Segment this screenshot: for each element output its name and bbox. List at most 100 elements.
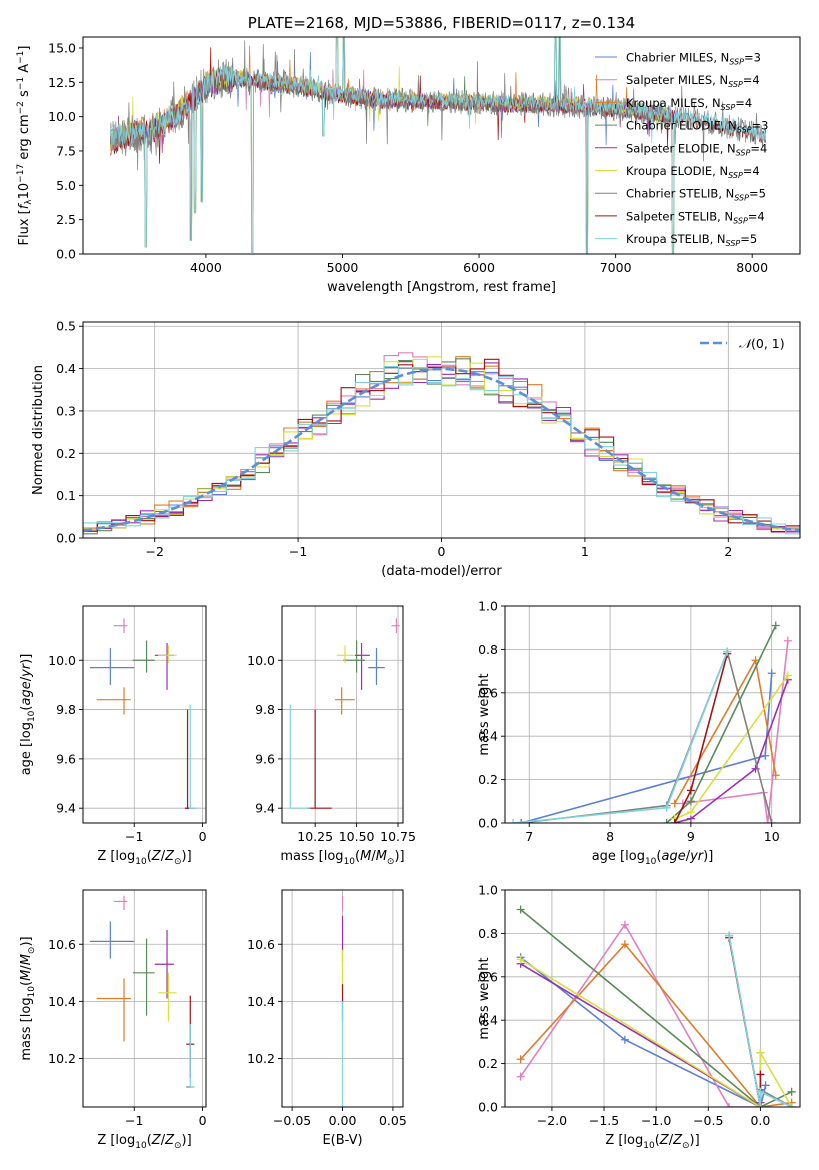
residuals-xtick-label: 1: [581, 544, 589, 559]
mass_vs_Z-point-chabrier_elodie: [132, 938, 155, 1016]
series-marker: [767, 669, 776, 678]
series-marker: [787, 1103, 796, 1107]
spectrum-ytick-label: 10.0: [48, 109, 76, 124]
residuals-xtick-label: −2: [145, 544, 163, 559]
age_vs_Z-ytick-label: 9.6: [56, 751, 76, 766]
legend-label-kroupa_miles: Kroupa MILES, NSSP=4: [626, 96, 752, 112]
residuals-xlabel: (data-model)/error: [381, 564, 502, 579]
series-marker: [620, 940, 629, 949]
series-marker: [756, 1070, 765, 1079]
mass_vs_Z-ylabel: mass [log10(M/M⊙)]: [19, 936, 37, 1060]
spectrum-ytick-label: 15.0: [48, 40, 76, 55]
residuals-ytick-label: 0.3: [56, 403, 76, 418]
residuals-ytick-label: 0.0: [56, 531, 76, 546]
age_vs_mass-xtick-label: 10.50: [339, 829, 375, 844]
series-marker: [686, 786, 695, 795]
mass_vs_Z-point-kroupa_stelib: [189, 1024, 195, 1088]
series-marker: [662, 803, 671, 812]
age_vs_mass-ytick-label: 9.4: [255, 801, 275, 816]
legend-label-salpeter_stelib: Salpeter STELIB, NSSP=4: [626, 209, 765, 225]
residuals-xtick-label: −1: [289, 544, 307, 559]
mass_vs_ebv-xlabel: E(B-V): [322, 1133, 362, 1148]
mass_vs_Z-xtick-label: −1: [125, 1113, 143, 1128]
massweight_vs_age-xtick-label: 9: [687, 829, 695, 844]
massweight_vs_Z-frame: [504, 889, 801, 1108]
legend-label-chabrier_elodie: Chabrier ELODIE, NSSP=3: [626, 119, 768, 135]
spectrum-xtick-label: 5000: [327, 260, 359, 275]
spectrum-frame: [82, 36, 801, 255]
massweight_vs_Z-series-kroupa_stelib: [725, 931, 796, 1107]
age_vs_mass-xlabel: mass [log10(M/M⊙)]: [280, 849, 404, 867]
massweight_vs_age-ytick-label: 0.8: [478, 642, 498, 657]
series-marker: [516, 1055, 525, 1064]
massweight_vs_Z-xtick-label: 0.0: [750, 1113, 770, 1128]
series-marker: [725, 1103, 734, 1107]
massweight_vs_age-series-salpeter_miles: [678, 636, 792, 823]
series-line: [520, 943, 792, 1107]
series-marker: [756, 1087, 765, 1096]
massweight_vs_Z-xtick-label: −1.5: [589, 1113, 619, 1128]
massweight_vs_Z-xlabel: Z [log10(Z/Z⊙)]: [605, 1133, 699, 1151]
massweight_vs_age-ytick-label: 0.4: [478, 729, 498, 744]
series-marker: [756, 1048, 765, 1057]
series-line: [520, 956, 767, 1107]
series-marker: [509, 819, 518, 823]
legend-label-chabrier_miles: Chabrier MILES, NSSP=3: [626, 51, 761, 67]
hist-kroupa_stelib: [83, 365, 800, 535]
age_vs_mass-xtick-label: 10.25: [297, 829, 333, 844]
mass_vs_Z-point-salpeter_miles: [113, 895, 128, 910]
spectrum-xtick-label: 7000: [600, 260, 632, 275]
series-marker: [783, 671, 792, 680]
mass_vs_ebv-xtick-label: 0.05: [379, 1113, 407, 1128]
age_vs_Z-frame: [82, 605, 207, 824]
series-marker: [761, 1081, 770, 1090]
massweight_vs_Z-ytick-label: 0.8: [478, 926, 498, 941]
mass_vs_Z-point-kroupa_miles: [96, 978, 131, 1042]
age_vs_Z-point-kroupa_miles: [96, 687, 131, 715]
age_vs_Z-point-kroupa_stelib: [188, 704, 198, 809]
mass_vs_Z-ytick-label: 10.6: [48, 937, 76, 952]
massweight_vs_Z-ytick-label: 0.0: [478, 1100, 498, 1115]
residuals-ytick-label: 0.1: [56, 488, 76, 503]
age_vs_mass-point-kroupa_stelib: [289, 704, 311, 809]
age_vs_Z-xtick-label: −1: [125, 829, 143, 844]
mass_vs_ebv-ytick-label: 10.4: [247, 994, 275, 1009]
mass_vs_Z-point-chabrier_miles: [89, 921, 135, 959]
age_vs_Z-ytick-label: 10.0: [48, 653, 76, 668]
age_vs_Z-xtick-label: 0: [199, 829, 207, 844]
residuals-xtick-label: 0: [438, 544, 446, 559]
massweight_vs_age-xtick-label: 8: [606, 829, 614, 844]
spectrum-ylabel: Flux [fλ10−17 erg cm−2 s−1 A−1]: [16, 46, 34, 246]
massweight_vs_age-ytick-label: 0.2: [478, 772, 498, 787]
legend-label-salpeter_miles: Salpeter MILES, NSSP=4: [626, 73, 760, 89]
mass_vs_Z-xlabel: Z [log10(Z/Z⊙)]: [97, 1133, 191, 1151]
series-marker: [686, 797, 695, 806]
mass_vs_Z-ytick-label: 10.4: [48, 994, 76, 1009]
series-marker: [725, 931, 734, 940]
series-marker: [756, 1103, 765, 1107]
massweight_vs_age-series-kroupa_stelib: [509, 647, 732, 823]
spectrum-ytick-label: 0.0: [56, 247, 76, 262]
series-marker: [763, 819, 772, 823]
spectrum-ytick-label: 12.5: [48, 75, 76, 90]
age_vs_Z-xlabel: Z [log10(Z/Z⊙)]: [97, 849, 191, 867]
series-marker: [516, 955, 525, 964]
series-marker: [620, 1035, 629, 1044]
series-marker: [662, 819, 671, 823]
hist-salpeter_stelib: [83, 358, 800, 533]
massweight_vs_Z-xtick-label: −2.0: [537, 1113, 567, 1128]
mass_vs_Z-xtick-label: 0: [199, 1113, 207, 1128]
age_vs_mass-xtick-label: 10.75: [380, 829, 416, 844]
series-marker: [723, 647, 732, 656]
mass_vs_ebv-ytick-label: 10.2: [247, 1051, 275, 1066]
legend-label-salpeter_elodie: Salpeter ELODIE, NSSP=4: [626, 141, 767, 157]
spectrum-ytick-label: 7.5: [56, 143, 76, 158]
massweight_vs_age-xtick-label: 10: [764, 829, 780, 844]
age_vs_mass-ytick-label: 10.0: [247, 653, 275, 668]
age_vs_mass-point-kroupa_miles: [335, 687, 355, 715]
spectrum-ytick-label: 5.0: [56, 178, 76, 193]
residuals-ytick-label: 0.4: [56, 361, 76, 376]
mass_vs_Z-point-salpeter_elodie: [154, 929, 174, 999]
massweight_vs_age-ytick-label: 0.6: [478, 685, 498, 700]
series-marker: [783, 636, 792, 645]
